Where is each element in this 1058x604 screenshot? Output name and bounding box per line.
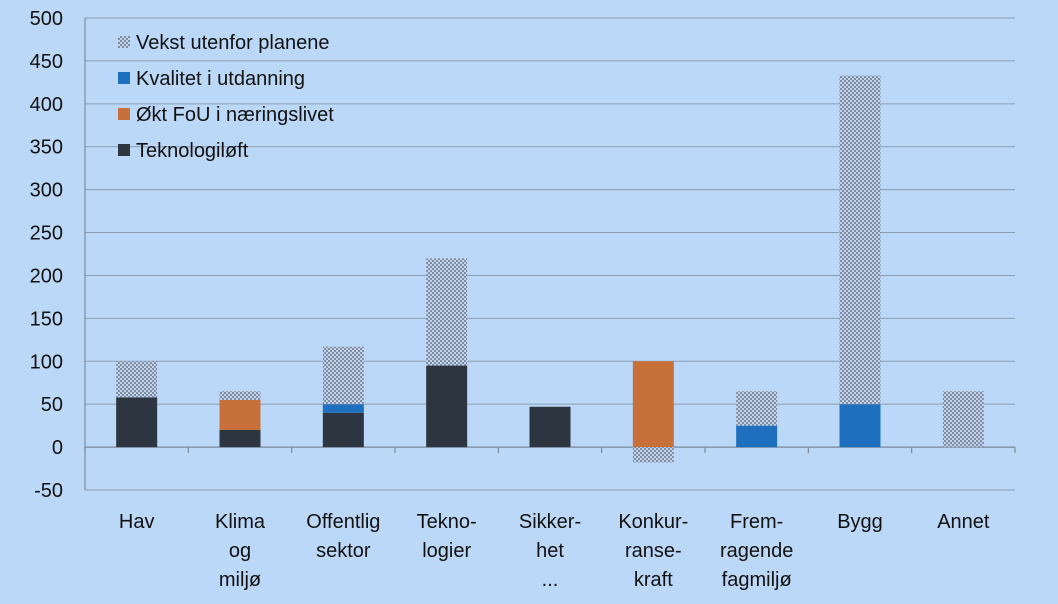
bar-segment xyxy=(736,425,778,448)
legend-label: Teknologiløft xyxy=(136,140,249,162)
y-tick-label: 350 xyxy=(30,137,63,159)
legend-swatch xyxy=(118,108,130,120)
legend-swatch xyxy=(118,72,130,84)
bar-segment xyxy=(116,361,158,398)
x-category-label: Sikker-het... xyxy=(519,511,581,591)
y-tick-label: 400 xyxy=(30,94,63,116)
x-category-label: Bygg xyxy=(837,511,883,533)
bar-segment xyxy=(322,346,364,405)
y-tick-label: 450 xyxy=(30,51,63,73)
bar-segment xyxy=(632,361,674,448)
bar-segment xyxy=(839,404,881,448)
legend-label: Kvalitet i utdanning xyxy=(136,68,305,90)
y-tick-label: 100 xyxy=(30,351,63,373)
y-tick-label: 50 xyxy=(41,394,63,416)
x-category-label: Konkur-ranse-kraft xyxy=(618,511,688,591)
y-tick-label: -50 xyxy=(34,480,63,502)
y-tick-label: 300 xyxy=(30,180,63,202)
bar-segment xyxy=(736,391,778,426)
bar-segment xyxy=(632,447,674,463)
bar-segment xyxy=(219,391,261,400)
bar-segment xyxy=(219,399,261,430)
bar-segment xyxy=(426,365,468,448)
x-category-label: Tekno-logier xyxy=(417,511,477,562)
legend-swatch xyxy=(118,36,130,48)
y-tick-label: 250 xyxy=(30,223,63,245)
bar-segment xyxy=(322,412,364,448)
x-category-label: Hav xyxy=(119,511,155,533)
x-category-label: Frem-ragende fagmiljø xyxy=(720,511,793,591)
bar-segment xyxy=(839,75,881,405)
x-category-label: Annet xyxy=(937,511,990,533)
y-tick-label: 150 xyxy=(30,308,63,330)
x-category-label: Klima og miljø xyxy=(215,511,266,591)
bar-segment xyxy=(219,429,261,448)
bars xyxy=(116,75,984,463)
bar-segment xyxy=(942,391,984,448)
legend: Vekst utenfor planene Kvalitet i utdannin… xyxy=(118,32,334,162)
x-category-label: Offentlig sektor xyxy=(306,511,380,562)
legend-label: Vekst utenfor planene xyxy=(136,32,329,54)
bar-segment xyxy=(529,406,571,448)
bar-segment xyxy=(426,258,468,366)
y-tick-label: 500 xyxy=(30,8,63,30)
x-axis-category-labels: Hav Klima og miljø Offentlig sektor Tekno-logi… xyxy=(119,511,990,591)
y-tick-label: 200 xyxy=(30,265,63,287)
legend-label: Økt FoU i næringslivet xyxy=(136,104,334,126)
legend-swatch xyxy=(118,144,130,156)
bar-segment xyxy=(322,404,364,413)
y-tick-label: 0 xyxy=(52,437,63,459)
bar-segment xyxy=(116,397,158,448)
y-axis-tick-labels: -50 0 50 100 150 200 250 300 350 400 450 500 xyxy=(30,8,63,502)
